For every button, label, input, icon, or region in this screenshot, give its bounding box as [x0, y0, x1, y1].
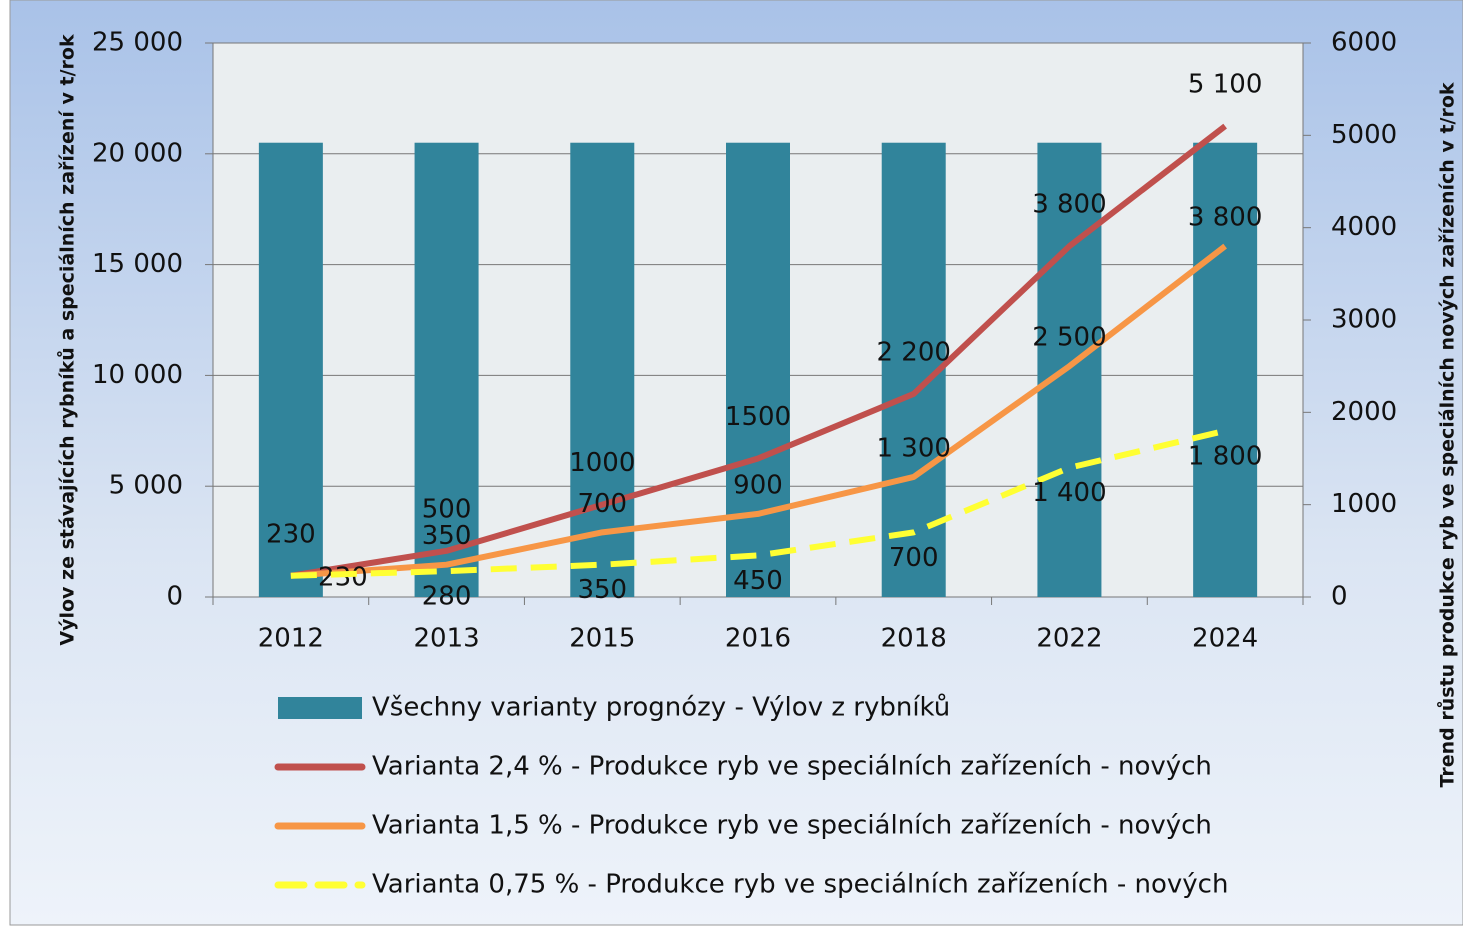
x-tick-label: 2018 — [881, 624, 947, 654]
y2-tick-label: 4000 — [1331, 212, 1397, 242]
data-label: 2 500 — [1032, 323, 1106, 353]
bar — [414, 142, 479, 597]
legend-label: Varianta 0,75 % - Produkce ryb ve speciá… — [372, 870, 1228, 900]
legend-label: Všechny varianty prognózy - Výlov z rybn… — [372, 693, 950, 723]
data-label: 3 800 — [1032, 190, 1106, 220]
bar — [1193, 142, 1258, 597]
x-tick-label: 2016 — [725, 624, 791, 654]
data-label: 230 — [266, 519, 316, 549]
data-label: 450 — [733, 566, 783, 596]
data-label: 1000 — [569, 448, 635, 478]
y-tick-label: 15 000 — [92, 249, 183, 279]
data-label: 1 800 — [1188, 441, 1262, 471]
y-tick-label: 25 000 — [92, 28, 183, 58]
bar — [258, 142, 323, 597]
y-tick-label: 20 000 — [92, 138, 183, 168]
y2-tick-label: 6000 — [1331, 28, 1397, 58]
x-tick-label: 2022 — [1036, 624, 1102, 654]
data-label: 350 — [577, 575, 627, 605]
data-label: 700 — [577, 489, 627, 519]
line-series — [290, 123, 1227, 579]
y2-tick-label: 3000 — [1331, 305, 1397, 335]
x-tick-label: 2013 — [413, 624, 479, 654]
data-label: 3 800 — [1188, 203, 1262, 233]
data-label: 1 400 — [1032, 478, 1106, 508]
y-tick-label: 0 — [166, 582, 183, 612]
line-series — [290, 243, 1227, 579]
data-label: 5 100 — [1188, 70, 1262, 100]
data-label: 700 — [889, 543, 939, 573]
y2-tick-label: 5000 — [1331, 120, 1397, 150]
y2-tick-label: 2000 — [1331, 397, 1397, 427]
y2-tick-label: 0 — [1331, 582, 1348, 612]
bar — [726, 142, 790, 597]
y2-axis-label: Trend růstu produkce ryb ve speciálních … — [1436, 82, 1459, 787]
data-label: 280 — [422, 582, 472, 612]
data-label: 1500 — [725, 402, 791, 432]
data-label: 900 — [733, 470, 783, 500]
bar — [1037, 142, 1102, 597]
legend-swatch — [278, 697, 362, 719]
bar — [570, 142, 635, 597]
legend-label: Varianta 1,5 % - Produkce ryb ve speciál… — [372, 811, 1212, 841]
x-tick-label: 2024 — [1192, 624, 1258, 654]
legend-label: Varianta 2,4 % - Produkce ryb ve speciál… — [372, 752, 1212, 782]
data-label: 500 — [422, 494, 472, 524]
y-tick-label: 10 000 — [92, 360, 183, 390]
y-tick-label: 5 000 — [109, 471, 183, 501]
data-label: 2 200 — [876, 337, 950, 367]
data-label: 350 — [422, 521, 472, 551]
y-axis-label: Výlov ze stávajících rybníků a speciální… — [56, 34, 79, 646]
data-label: 1 300 — [876, 433, 950, 463]
x-tick-label: 2012 — [258, 624, 324, 654]
x-tick-label: 2015 — [569, 624, 635, 654]
y2-tick-label: 1000 — [1331, 489, 1397, 519]
data-label: 230 — [318, 562, 368, 592]
